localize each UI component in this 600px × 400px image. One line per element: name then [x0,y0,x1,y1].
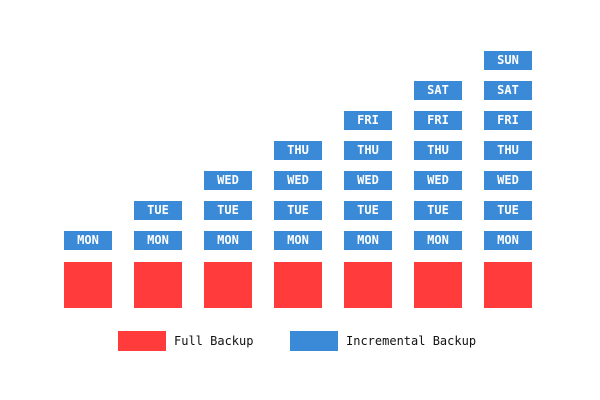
incremental-block-fri: FRI [344,111,392,130]
incremental-block-sun: SUN [484,51,532,70]
incremental-block-thu: THU [484,141,532,160]
incremental-block-tue: TUE [274,201,322,220]
incremental-block-tue: TUE [204,201,252,220]
incremental-block-mon: MON [64,231,112,250]
incremental-block-wed: WED [274,171,322,190]
full-backup-block [484,262,532,308]
incremental-block-wed: WED [484,171,532,190]
incremental-block-tue: TUE [134,201,182,220]
incremental-block-wed: WED [414,171,462,190]
legend-full-label: Full Backup [174,334,254,348]
full-backup-block [134,262,182,308]
incremental-block-thu: THU [414,141,462,160]
incremental-block-tue: TUE [344,201,392,220]
incremental-block-fri: FRI [484,111,532,130]
legend-incremental: Incremental Backup [290,331,476,351]
incremental-block-thu: THU [344,141,392,160]
incremental-block-mon: MON [484,231,532,250]
incremental-block-tue: TUE [484,201,532,220]
legend-full: Full Backup [118,331,253,351]
full-backup-block [64,262,112,308]
incremental-block-mon: MON [274,231,322,250]
full-backup-block [414,262,462,308]
legend-incremental-swatch [290,331,338,351]
legend-full-swatch [118,331,166,351]
full-backup-block [344,262,392,308]
incremental-block-sat: SAT [414,81,462,100]
incremental-block-mon: MON [204,231,252,250]
full-backup-block [204,262,252,308]
incremental-block-mon: MON [134,231,182,250]
incremental-block-mon: MON [414,231,462,250]
incremental-block-tue: TUE [414,201,462,220]
incremental-block-wed: WED [204,171,252,190]
incremental-block-mon: MON [344,231,392,250]
incremental-block-sat: SAT [484,81,532,100]
incremental-block-wed: WED [344,171,392,190]
incremental-block-thu: THU [274,141,322,160]
incremental-block-fri: FRI [414,111,462,130]
full-backup-block [274,262,322,308]
legend-incremental-label: Incremental Backup [346,334,477,348]
